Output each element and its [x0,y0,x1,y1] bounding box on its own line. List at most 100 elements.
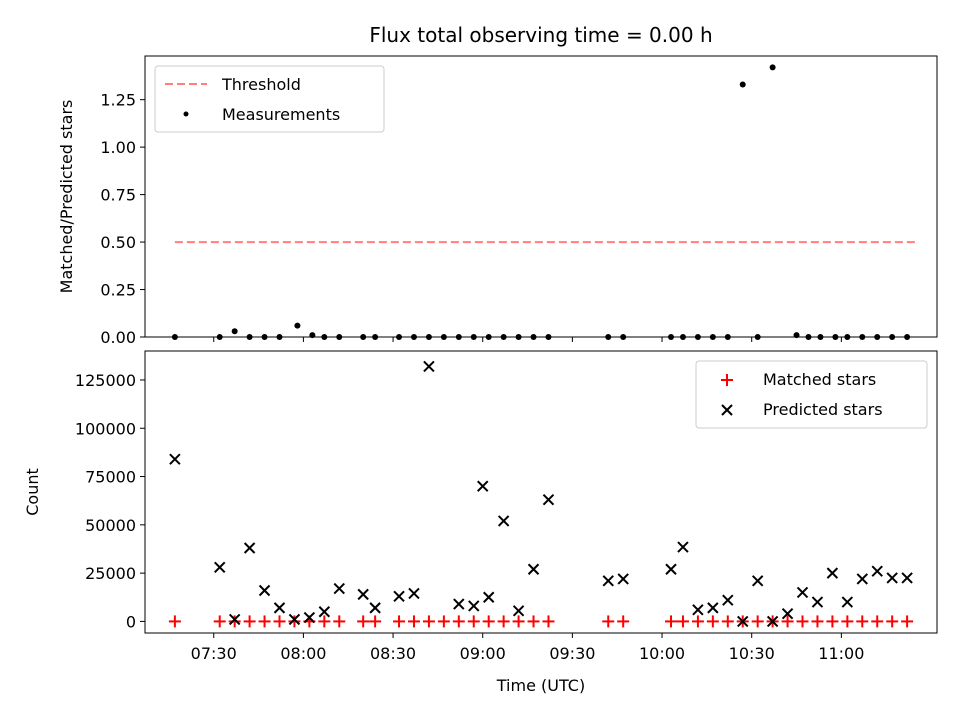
legend-predicted-label: Predicted stars [763,400,883,419]
count-y-tick-label: 50000 [85,516,136,535]
predicted-star-point [617,573,629,585]
matched-star-point [482,615,495,628]
predicted-star-point [856,573,868,585]
predicted-star-point [243,542,256,554]
predicted-star-point [886,572,898,584]
predicted-star-point [602,575,614,587]
measurement-point [294,322,301,329]
predicted-star-point [781,607,794,620]
count-axes-frame [144,350,938,634]
x-axis-label: Time (UTC) [496,676,585,695]
predicted-star-point [214,561,226,574]
predicted-star-point [512,605,525,617]
ratio-y-axis-label: Matched/Predicted stars [57,100,76,294]
predicted-star-point [273,602,286,614]
predicted-star-point [677,541,689,553]
predicted-star-point [722,594,734,606]
predicted-star-point [169,453,181,465]
count-x-tick-label: 08:30 [370,644,416,663]
count-x-tick-label: 10:00 [639,644,685,663]
matched-star-point [617,615,630,628]
count-y-tick-label: 125000 [75,371,136,390]
matched-star-point [497,615,510,628]
count-plot-area [168,360,914,628]
matched-star-point [665,615,678,628]
count-x-ticks: 07:30 08:00 08:30 09:00 09:30 10:00 10:30 11:00 [191,633,864,663]
matched-star-point [213,615,226,628]
matched-star-point [676,615,689,628]
matched-star-point [369,615,382,628]
predicted-star-point [258,584,271,597]
matched-star-point [318,615,331,628]
predicted-star-point [288,613,301,626]
ratio-y-tick-label: 0.25 [100,281,136,300]
predicted-star-point [482,591,495,603]
predicted-star-point [542,494,555,506]
count-x-tick-label: 09:30 [549,644,595,663]
predicted-star-point [796,586,809,599]
matched-star-point [437,615,450,628]
legend-measurements-swatch [183,111,189,117]
matched-star-point [527,615,540,628]
predicted-star-point [527,563,540,575]
matched-star-point [781,615,794,628]
count-y-ticks: 0 25000 50000 75000 100000 125000 [75,371,145,631]
predicted-star-point [303,611,316,624]
legend-threshold-label: Threshold [221,75,301,94]
matched-star-point [467,615,480,628]
matched-star-point [357,615,370,628]
ratio-y-tick-label: 1.25 [100,91,136,110]
matched-star-point [871,615,884,628]
matched-star-point [393,615,406,628]
predicted-star-point [841,596,854,608]
count-y-axis-label: Count [23,468,42,516]
count-y-tick-label: 0 [126,612,136,631]
matched-star-point [243,615,256,628]
count-x-tick-label: 09:00 [460,644,506,663]
matched-star-point [333,615,346,628]
ratio-x-ticks [213,337,842,342]
measurement-point [739,81,746,88]
matched-star-point [901,615,914,628]
ratio-y-tick-label: 0.75 [100,186,136,205]
ratio-axes-frame [144,55,938,338]
matched-star-point [512,615,525,628]
count-legend-box [695,360,928,429]
predicted-star-point [707,602,719,614]
ratio-y-ticks: 0.00 0.25 0.50 0.75 1.00 1.25 [100,91,145,347]
predicted-star-point [228,613,241,626]
matched-star-point [856,615,869,628]
matched-star-point [751,615,764,628]
matched-star-point [273,615,286,628]
matched-star-point [826,615,839,628]
legend-matched-label: Matched stars [763,370,876,389]
matched-star-point [721,615,734,628]
matched-star-point [452,615,465,628]
ratio-y-tick-label: 0.50 [100,233,136,252]
matched-star-point [288,615,301,628]
ratio-legend: Threshold Measurements [154,65,385,133]
matched-star-point [258,615,271,628]
legend-predicted-swatch [721,404,733,416]
predicted-star-point [811,596,824,608]
legend-measurements-label: Measurements [222,105,340,124]
matched-star-point [886,615,899,628]
ratio-y-tick-label: 1.00 [100,138,136,157]
measurement-point [769,64,776,71]
count-x-tick-label: 11:00 [818,644,864,663]
ratio-plot-area [171,64,917,340]
predicted-star-point [318,606,331,618]
matched-star-point [422,615,435,628]
chart-title: Flux total observing time = 0.00 h [369,23,712,47]
matched-star-point [691,615,704,628]
ratio-panel: 0.00 0.25 0.50 0.75 1.00 1.25 Matched/Predict… [57,55,938,347]
predicted-star-point [408,587,420,600]
matched-star-point [706,615,719,628]
matched-star-point [168,615,181,628]
predicted-star-point [453,598,465,610]
matched-star-point [407,615,420,628]
predicted-star-point [333,582,345,595]
predicted-star-point [871,565,883,577]
